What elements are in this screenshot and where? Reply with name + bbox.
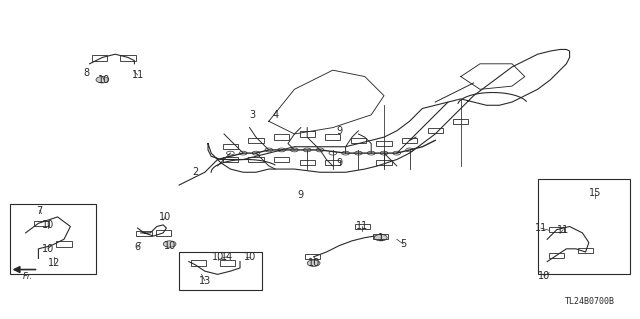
Text: 10: 10 [538,271,550,281]
Bar [34,221,49,226]
Text: 11: 11 [534,223,547,233]
Text: 13: 13 [198,276,211,286]
Bar [376,141,392,146]
Circle shape [163,241,176,247]
Bar [223,144,238,149]
Text: 10: 10 [211,252,224,262]
Bar [56,241,72,247]
Bar [274,135,289,140]
Bar [305,254,320,259]
Bar [92,56,107,61]
Text: 10: 10 [42,244,54,254]
Circle shape [96,77,109,83]
Text: 5: 5 [400,239,406,249]
Circle shape [374,234,387,241]
Text: 10: 10 [163,241,176,251]
Text: 7: 7 [36,205,43,216]
Text: 10: 10 [98,75,111,85]
Text: 6: 6 [134,242,141,252]
Bar [179,252,262,290]
Text: 14: 14 [221,252,234,262]
Bar [156,230,171,235]
Text: 11: 11 [131,70,144,80]
Bar [325,135,340,140]
Bar [136,231,152,236]
Text: 10: 10 [243,252,256,262]
Bar [376,160,392,165]
Text: 4: 4 [272,110,278,120]
Bar [223,157,238,162]
Bar [549,253,564,258]
Text: 3: 3 [250,110,256,120]
Bar [453,119,468,124]
Bar [274,157,289,162]
Circle shape [307,260,320,266]
Bar [191,261,206,266]
Text: 9: 9 [298,189,304,200]
Text: 9: 9 [336,158,342,168]
Bar [220,261,235,266]
Text: Fr.: Fr. [22,272,33,281]
Bar [578,248,593,253]
Text: 12: 12 [48,258,61,268]
Bar [325,160,340,165]
Text: 2: 2 [192,167,198,177]
Text: 11: 11 [557,225,570,235]
Bar [538,179,630,274]
Bar [248,157,264,162]
Text: 10: 10 [42,220,54,230]
Bar [549,227,564,232]
Text: TL24B0700B: TL24B0700B [564,297,614,306]
Text: 9: 9 [336,126,342,136]
Bar [355,224,370,229]
Bar [351,138,366,143]
Bar [428,128,443,133]
Text: 15: 15 [589,188,602,198]
Bar [300,160,315,165]
Text: 10: 10 [159,212,172,222]
Bar [120,56,136,61]
Bar [373,234,388,239]
Bar [10,204,96,274]
Bar [402,138,417,143]
Text: 1: 1 [378,233,384,243]
Bar [248,138,264,143]
Bar [300,131,315,137]
Text: 8: 8 [83,68,90,78]
Text: 11: 11 [356,221,369,232]
Text: 10: 10 [307,258,320,268]
